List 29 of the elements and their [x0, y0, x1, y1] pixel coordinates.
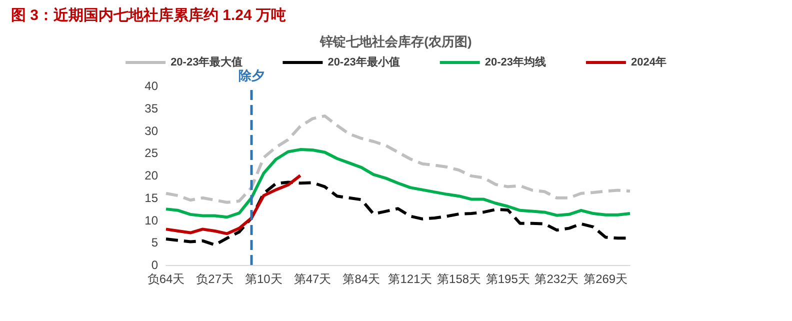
x-tick-label: 第84天: [342, 272, 380, 286]
chart-subtitle: 锌锭七地社会库存(农历图): [319, 34, 472, 49]
x-tick-label: 第195天: [486, 272, 530, 286]
chart-title: 图 3：近期国内七地社库累库约 1.24 万吨: [11, 6, 286, 24]
x-tick-label: 第269天: [584, 272, 628, 286]
y-tick-label: 0: [151, 258, 158, 272]
legend-label: 20-23年均线: [484, 56, 546, 68]
y-tick-label: 5: [151, 236, 158, 250]
legend-label: 20-23年最小值: [328, 56, 400, 68]
legend-label: 2024年: [630, 56, 666, 68]
y-tick-label: 35: [144, 101, 158, 116]
x-tick-label: 第158天: [437, 272, 482, 286]
line-series: [164, 148, 632, 219]
legend-label: 20-23年最大值: [170, 56, 243, 68]
x-tick-label: 第232天: [534, 272, 579, 286]
x-tick-label: 第10天: [245, 272, 282, 286]
line-series: [164, 174, 302, 236]
y-tick-label: 15: [144, 190, 158, 205]
y-tick-label: 20: [144, 168, 158, 182]
text: 除夕: [238, 68, 264, 83]
x-tick-label: 负27天: [196, 272, 234, 286]
y-tick-label: 25: [144, 146, 158, 160]
y-tick-label: 10: [144, 213, 158, 228]
y-tick-label: 40: [144, 79, 158, 93]
x-tick-label: 第47天: [294, 272, 332, 286]
x-tick-label: 第121天: [388, 272, 432, 286]
x-tick-label: 负64天: [147, 272, 185, 286]
y-tick-label: 30: [144, 124, 158, 138]
line-series: [164, 114, 632, 204]
